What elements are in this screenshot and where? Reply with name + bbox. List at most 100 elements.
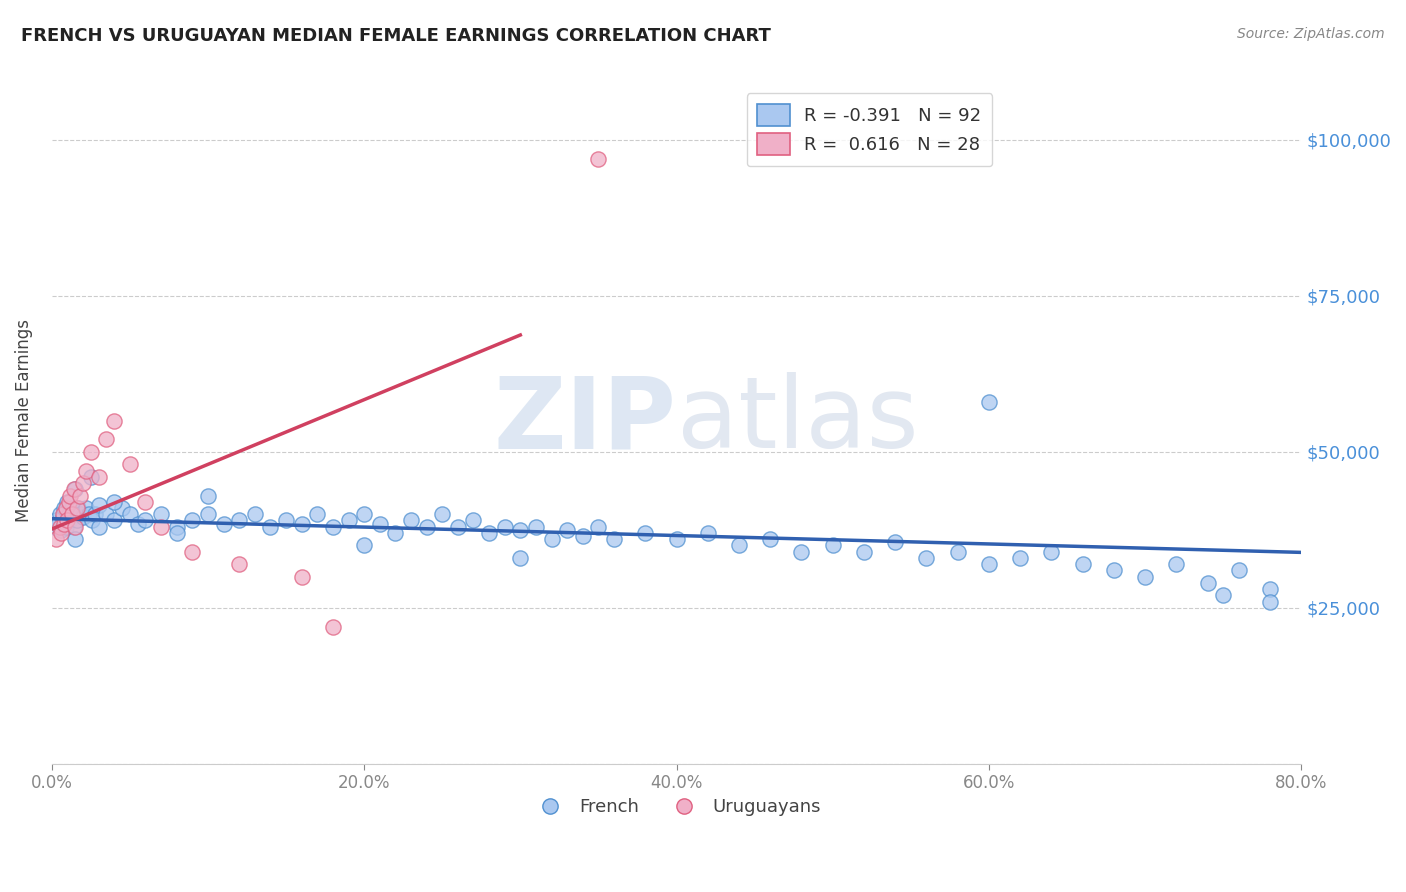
Point — [77, 507, 100, 521]
Point — [150, 519, 173, 533]
Point — [55, 519, 77, 533]
Point — [80, 470, 103, 484]
Point — [53, 516, 76, 531]
Point — [127, 516, 149, 531]
Point — [56, 494, 79, 508]
Point — [1010, 550, 1032, 565]
Point — [118, 507, 141, 521]
Point — [111, 500, 134, 515]
Point — [82, 513, 104, 527]
Point — [509, 550, 531, 565]
Point — [80, 445, 103, 459]
Point — [75, 464, 97, 478]
Point — [884, 535, 907, 549]
Point — [181, 513, 204, 527]
Point — [166, 525, 188, 540]
Point — [52, 510, 75, 524]
Point — [447, 519, 470, 533]
Point — [134, 513, 156, 527]
Point — [1102, 563, 1125, 577]
Point — [134, 494, 156, 508]
Point — [62, 519, 84, 533]
Point — [432, 507, 454, 521]
Point — [103, 414, 125, 428]
Point — [852, 544, 875, 558]
Point — [588, 519, 610, 533]
Point — [1258, 582, 1281, 596]
Point — [69, 507, 91, 521]
Point — [696, 525, 718, 540]
Point — [63, 532, 86, 546]
Point — [977, 395, 1000, 409]
Point — [634, 525, 657, 540]
Point — [56, 513, 79, 527]
Point — [821, 538, 844, 552]
Point — [1258, 594, 1281, 608]
Point — [665, 532, 688, 546]
Legend: French, Uruguayans: French, Uruguayans — [524, 791, 828, 823]
Point — [63, 504, 86, 518]
Point — [728, 538, 751, 552]
Point — [60, 507, 83, 521]
Point — [197, 489, 219, 503]
Point — [96, 507, 118, 521]
Point — [463, 513, 485, 527]
Point — [58, 494, 80, 508]
Point — [555, 523, 578, 537]
Point — [384, 525, 406, 540]
Point — [87, 519, 110, 533]
Point — [524, 519, 547, 533]
Point — [72, 476, 94, 491]
Point — [946, 544, 969, 558]
Point — [62, 483, 84, 497]
Point — [274, 513, 297, 527]
Point — [59, 513, 82, 527]
Point — [59, 489, 82, 503]
Y-axis label: Median Female Earnings: Median Female Earnings — [15, 319, 32, 522]
Point — [96, 433, 118, 447]
Point — [55, 500, 77, 515]
Point — [494, 519, 516, 533]
Point — [69, 489, 91, 503]
Point — [53, 500, 76, 515]
Point — [45, 513, 67, 527]
Point — [197, 507, 219, 521]
Point — [228, 513, 250, 527]
Point — [44, 519, 66, 533]
Point — [166, 519, 188, 533]
Point — [63, 519, 86, 533]
Point — [49, 523, 72, 537]
Point — [228, 557, 250, 571]
Point — [291, 516, 314, 531]
Point — [52, 507, 75, 521]
Point — [759, 532, 782, 546]
Point — [1040, 544, 1063, 558]
Point — [67, 500, 90, 515]
Point — [478, 525, 501, 540]
Text: ZIP: ZIP — [494, 372, 676, 469]
Point — [1197, 575, 1219, 590]
Point — [87, 470, 110, 484]
Point — [66, 513, 89, 527]
Text: Source: ZipAtlas.com: Source: ZipAtlas.com — [1237, 27, 1385, 41]
Point — [1227, 563, 1250, 577]
Point — [1166, 557, 1188, 571]
Point — [915, 550, 938, 565]
Point — [103, 494, 125, 508]
Point — [322, 619, 344, 633]
Point — [337, 513, 360, 527]
Point — [1071, 557, 1094, 571]
Point — [291, 569, 314, 583]
Point — [58, 507, 80, 521]
Point — [243, 507, 266, 521]
Point — [1212, 588, 1234, 602]
Point — [540, 532, 562, 546]
Point — [118, 458, 141, 472]
Point — [72, 510, 94, 524]
Point — [353, 538, 375, 552]
Point — [87, 498, 110, 512]
Point — [572, 529, 595, 543]
Point — [150, 507, 173, 521]
Point — [212, 516, 235, 531]
Point — [103, 513, 125, 527]
